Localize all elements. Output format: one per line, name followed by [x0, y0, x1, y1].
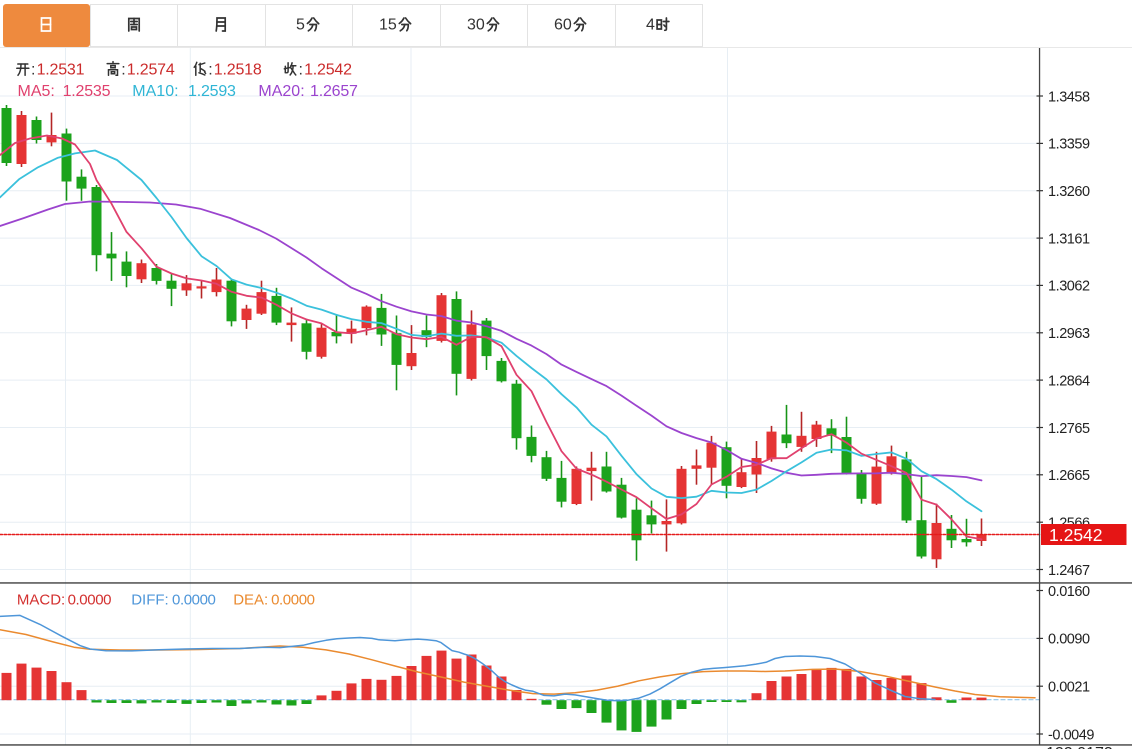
svg-text::: : — [31, 62, 35, 79]
svg-text:0.0090: 0.0090 — [1048, 632, 1090, 648]
svg-text:1.2765: 1.2765 — [1048, 421, 1090, 437]
svg-text:1.3260: 1.3260 — [1048, 184, 1090, 200]
svg-text:0.0160: 0.0160 — [1048, 584, 1090, 600]
svg-text:1.3458: 1.3458 — [1048, 89, 1090, 105]
svg-text:4: 4 — [646, 17, 655, 34]
svg-text:1.3161: 1.3161 — [1048, 231, 1090, 247]
svg-text:1.2542: 1.2542 — [304, 62, 352, 79]
svg-text::: : — [121, 62, 125, 79]
svg-text:30: 30 — [467, 17, 485, 34]
svg-text:1.2574: 1.2574 — [127, 62, 175, 79]
svg-text:MACD:: MACD: — [17, 592, 65, 609]
svg-text:1.2864: 1.2864 — [1048, 373, 1090, 389]
svg-text::: : — [299, 62, 303, 79]
svg-text:1.2665: 1.2665 — [1048, 468, 1090, 484]
svg-text:1.2518: 1.2518 — [214, 62, 262, 79]
svg-text:MA10:: MA10: — [132, 83, 178, 100]
svg-text:122.0173: 122.0173 — [1046, 745, 1113, 749]
svg-text:1.2963: 1.2963 — [1048, 326, 1090, 342]
svg-text:1.2542: 1.2542 — [1049, 525, 1103, 545]
svg-text:1.3359: 1.3359 — [1048, 137, 1090, 153]
svg-text:5: 5 — [296, 17, 305, 34]
svg-text::: : — [208, 62, 212, 79]
svg-text:1.2467: 1.2467 — [1048, 563, 1090, 579]
svg-text:1.2535: 1.2535 — [63, 83, 111, 100]
svg-text:15: 15 — [379, 17, 397, 34]
svg-text:1.2593: 1.2593 — [188, 83, 236, 100]
svg-text:-0.0049: -0.0049 — [1048, 727, 1094, 743]
svg-text:DIFF:: DIFF: — [131, 592, 169, 609]
svg-text:0.0000: 0.0000 — [172, 592, 216, 609]
svg-text:MA20:: MA20: — [258, 83, 304, 100]
svg-text:0.0000: 0.0000 — [68, 592, 112, 609]
svg-text:0.0021: 0.0021 — [1048, 680, 1090, 696]
svg-text:MA5:: MA5: — [18, 83, 55, 100]
svg-text:1.2531: 1.2531 — [37, 62, 85, 79]
svg-text:DEA:: DEA: — [233, 592, 268, 609]
svg-text:1.2657: 1.2657 — [310, 83, 358, 100]
svg-text:0.0000: 0.0000 — [271, 592, 315, 609]
svg-text:1.3062: 1.3062 — [1048, 279, 1090, 295]
svg-text:60: 60 — [554, 17, 572, 34]
